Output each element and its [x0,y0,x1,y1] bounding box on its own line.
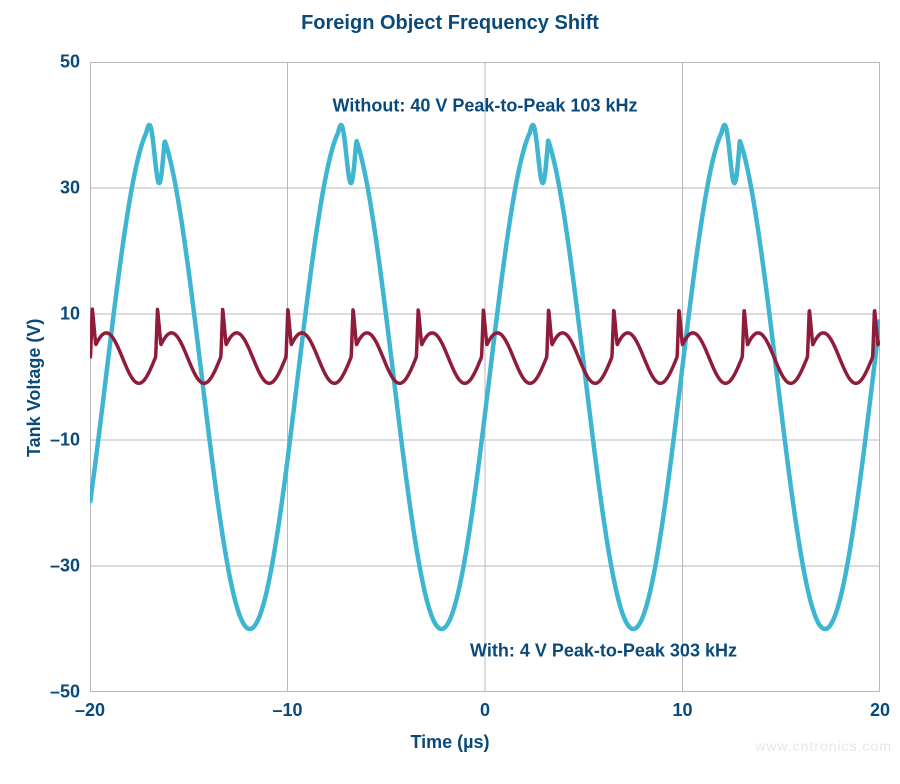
x-tick-label: –20 [75,700,105,721]
plot-svg [90,62,880,692]
y-tick-label: 50 [60,52,80,73]
chart-annotation: Without: 40 V Peak-to-Peak 103 kHz [333,96,638,117]
x-tick-label: –10 [272,700,302,721]
chart-title: Foreign Object Frequency Shift [0,12,900,35]
x-tick-label: 0 [480,700,490,721]
y-tick-label: –50 [50,682,80,703]
x-tick-label: 20 [870,700,890,721]
y-tick-label: 30 [60,178,80,199]
y-tick-label: –10 [50,430,80,451]
chart-annotation: With: 4 V Peak-to-Peak 303 kHz [470,641,737,662]
y-axis-label: Tank Voltage (V) [24,319,45,457]
y-tick-label: –30 [50,556,80,577]
x-tick-label: 10 [672,700,692,721]
y-tick-label: 10 [60,304,80,325]
watermark: www.cntronics.com [755,738,892,754]
